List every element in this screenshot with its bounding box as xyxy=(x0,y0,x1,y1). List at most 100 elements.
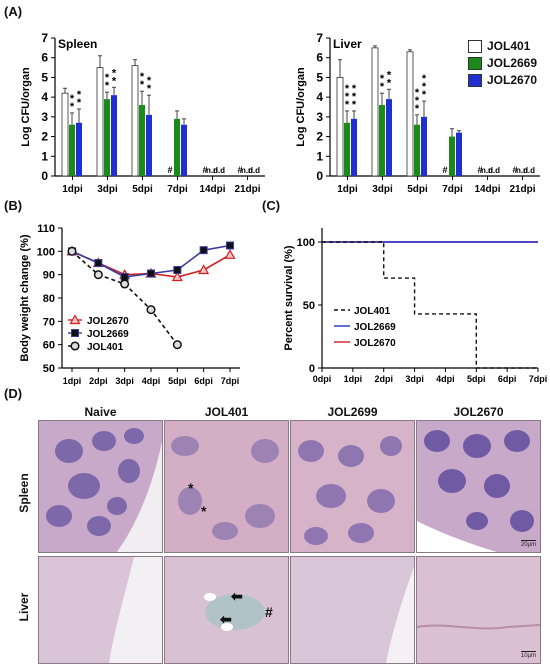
weight-point-jol2669 xyxy=(173,266,182,274)
survival-legend-label: JOL2669 xyxy=(354,322,396,333)
liver-jol2699-image xyxy=(290,556,415,664)
liver-x-tick-label: 3dpi xyxy=(372,184,393,195)
panel-label-a: (A) xyxy=(4,4,23,19)
row-head-spleen: Spleen xyxy=(17,473,31,513)
spleen-x-tick-label: 7dpi xyxy=(167,184,188,195)
liver-nd-mark: n.d xyxy=(523,166,535,175)
legend-label-jol2669: JOL2669 xyxy=(487,56,538,70)
liver-y-tick-label: 1 xyxy=(316,149,323,163)
liver-significance-mark: * xyxy=(422,73,427,85)
spleen-y-tick-label: 3 xyxy=(41,110,48,124)
liver-significance-mark: * xyxy=(387,77,392,89)
legend-item-jol401: JOL401 xyxy=(468,38,537,55)
weight-y-tick-label: 90 xyxy=(43,270,55,282)
spleen-bar xyxy=(181,124,187,176)
survival-x-tick-label: 1dpi xyxy=(344,374,363,384)
spleen-nd-mark: n.d xyxy=(241,166,253,175)
weight-point-jol401 xyxy=(172,340,182,350)
col-head-jol2670: JOL2670 xyxy=(453,405,504,419)
weight-y-tick-label: 110 xyxy=(37,223,55,235)
liver-y-tick-label: 6 xyxy=(316,51,323,65)
spleen-x-tick-label: 3dpi xyxy=(97,184,118,195)
spleen-y-tick-label: 1 xyxy=(41,149,48,163)
spleen-significance-mark: * xyxy=(140,71,145,83)
liver-significance-mark: * xyxy=(345,99,350,111)
survival-legend-label: JOL2670 xyxy=(354,338,396,349)
weight-point-jol2669 xyxy=(226,241,234,250)
spleen-nd-mark: n.d xyxy=(248,166,260,175)
spleen-nd-mark: n.d xyxy=(206,166,218,175)
liver-y-tick-label: 2 xyxy=(316,130,323,144)
liver-nd-mark: n.d xyxy=(488,166,500,175)
spleen-significance-mark: * xyxy=(105,80,110,92)
col-head-naive: Naive xyxy=(84,405,117,419)
spleen-bar xyxy=(69,124,75,176)
survival-y-tick-label: 50 xyxy=(303,300,315,312)
spleen-bar xyxy=(146,114,152,176)
spleen-bar xyxy=(76,122,82,176)
survival-x-tick-label: 0dpi xyxy=(313,374,332,384)
legend-item-jol2669: JOL2669 xyxy=(468,55,537,72)
weight-point-jol2670 xyxy=(171,271,183,282)
weight-x-tick-label: 3dpi xyxy=(115,376,134,386)
spleen-nd-mark: # xyxy=(167,165,172,175)
survival-x-tick-label: 6dpi xyxy=(498,374,517,384)
spleen-nd-mark: # xyxy=(202,165,207,175)
legend-item-jol2670: JOL2670 xyxy=(468,72,537,89)
spleen-x-tick-label: 21dpi xyxy=(234,184,260,195)
liver-significance-mark: * xyxy=(422,89,427,101)
weight-x-tick-label: 4dpi xyxy=(142,376,161,386)
weight-point-jol2669 xyxy=(147,269,155,278)
weight-point-jol401 xyxy=(120,279,130,289)
liver-y-tick-label: 4 xyxy=(316,90,323,104)
legend-label-jol401: JOL401 xyxy=(487,39,531,53)
survival-x-tick-label: 2dpi xyxy=(374,374,393,384)
spleen-naive-image xyxy=(38,420,163,553)
weight-point-jol401 xyxy=(146,305,156,315)
survival-y-tick-label: 100 xyxy=(297,237,315,249)
weight-x-tick-label: 2dpi xyxy=(89,376,108,386)
liver-y-tick-label: 7 xyxy=(316,31,323,45)
liver-jol401-hash: # xyxy=(265,604,273,620)
spleen-x-tick-label: 14dpi xyxy=(199,184,225,195)
liver-x-tick-label: 1dpi xyxy=(337,184,358,195)
liver-significance-mark: * xyxy=(380,73,385,85)
liver-nd-mark: # xyxy=(442,165,447,175)
spleen-significance-mark: * xyxy=(77,89,82,101)
spleen-scale-label: 20µm xyxy=(520,542,536,548)
spleen-y-label: Log CFU/organ xyxy=(20,67,32,147)
liver-bar xyxy=(456,132,462,176)
spleen-y-tick-label: 0 xyxy=(41,169,48,183)
survival-y-tick-label: 0 xyxy=(309,363,315,375)
spleen-significance-mark: * xyxy=(77,97,82,109)
spleen-bar xyxy=(104,99,110,176)
survival-y-label: Percent survival (%) xyxy=(283,245,295,350)
spleen-nd-mark: n.d xyxy=(213,166,225,175)
liver-nd-mark: # xyxy=(512,165,517,175)
liver-significance-mark: * xyxy=(352,83,357,95)
liver-naive-image xyxy=(38,556,163,664)
row-head-liver: Liver xyxy=(17,592,31,622)
liver-nd-mark: n.d xyxy=(516,166,528,175)
liver-significance-mark: * xyxy=(415,87,420,99)
weight-legend-label: JOL2670 xyxy=(87,316,129,327)
col-head-jol2699: JOL2699 xyxy=(327,405,378,419)
weight-legend-label: JOL401 xyxy=(87,342,124,353)
spleen-x-tick-label: 1dpi xyxy=(62,184,83,195)
liver-title: Liver xyxy=(333,37,362,51)
weight-y-tick-label: 100 xyxy=(37,246,55,258)
weight-legend-label: JOL2669 xyxy=(87,329,129,340)
liver-bar xyxy=(379,105,385,176)
weight-x-tick-label: 7dpi xyxy=(221,376,240,386)
spleen-y-tick-label: 5 xyxy=(41,70,48,84)
liver-x-tick-label: 21dpi xyxy=(509,184,535,195)
legend-swatch-jol401 xyxy=(468,40,482,53)
weight-point-jol2669 xyxy=(94,259,103,267)
spleen-jol401-star-2: * xyxy=(201,503,207,519)
liver-significance-mark: * xyxy=(352,99,357,111)
liver-bar xyxy=(386,99,392,176)
weight-x-tick-label: 1dpi xyxy=(63,376,82,386)
spleen-significance-mark: * xyxy=(147,83,152,95)
